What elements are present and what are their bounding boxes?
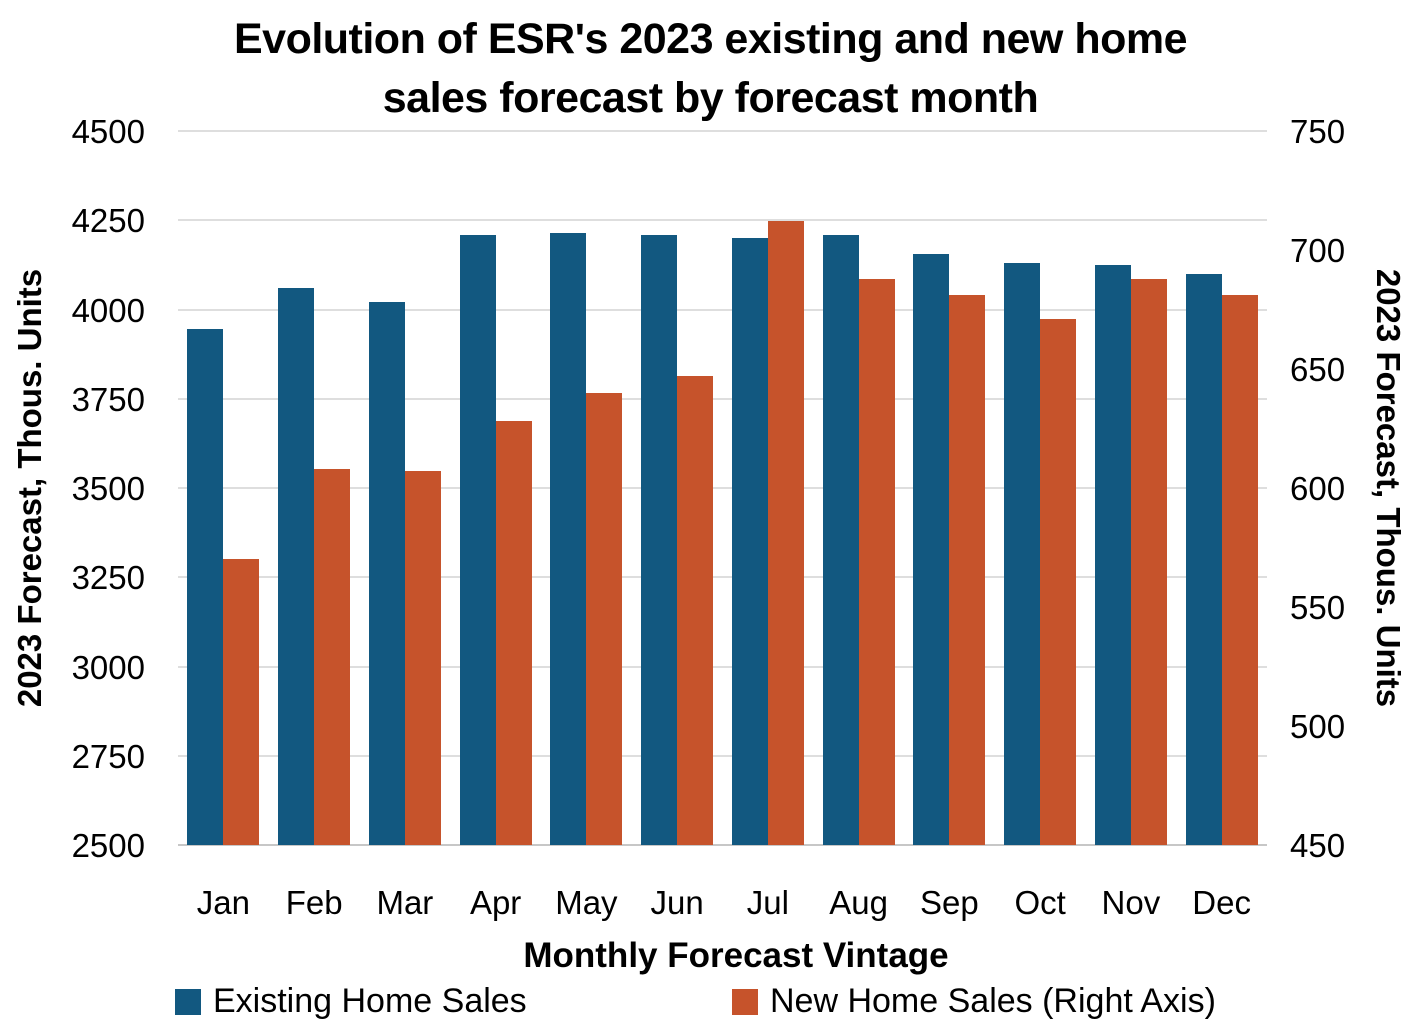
x-axis-tick-label-feb: Feb (285, 884, 343, 921)
bar-new-mar (404, 471, 441, 845)
left-axis-tick-label: 4250 (71, 202, 145, 240)
gridline (178, 487, 1267, 489)
bar-new-oct (1040, 319, 1077, 845)
left-axis-tick-label: 4000 (71, 291, 145, 329)
bar-existing-feb (278, 288, 315, 845)
chart-title-line1: Evolution of ESR's 2023 existing and new… (233, 15, 1188, 63)
bar-new-feb (314, 468, 351, 845)
legend-item-new-home-sales: New Home Sales (Right Axis) (732, 982, 1216, 1021)
bar-new-nov (1130, 278, 1167, 845)
bar-existing-sep (913, 254, 950, 845)
bar-new-may (586, 392, 623, 845)
gridline (178, 130, 1267, 132)
x-axis-tick-label-mar: Mar (376, 884, 434, 921)
x-axis-title: Monthly Forecast Vintage (523, 936, 949, 975)
x-axis-tick-label-jul: Jul (746, 884, 789, 921)
bar-existing-dec (1185, 273, 1222, 845)
legend-swatch-existing-home-sales (175, 988, 201, 1015)
bar-new-aug (858, 278, 895, 845)
right-axis-tick-label: 650 (1290, 351, 1346, 388)
bar-existing-apr (459, 234, 496, 845)
legend-swatch-new-home-sales (732, 988, 758, 1015)
right-axis-tick-label: 700 (1290, 232, 1346, 269)
left-axis-tick-label: 2500 (71, 827, 145, 864)
left-axis-tick-label: 4500 (71, 113, 145, 150)
left-axis-tick-label: 3000 (71, 648, 145, 686)
bar-new-jul (767, 221, 804, 845)
gridline (178, 219, 1267, 222)
chart-title-line2: sales forecast by forecast month (382, 74, 1039, 122)
bar-existing-mar (368, 302, 405, 845)
gridline (178, 576, 1267, 579)
left-axis-tick-label: 3750 (71, 380, 145, 418)
bar-existing-may (550, 232, 587, 845)
legend-item-existing-home-sales: Existing Home Sales (175, 982, 527, 1021)
right-axis-tick-label: 750 (1290, 113, 1346, 150)
bar-new-jun (677, 376, 714, 845)
x-axis-tick-label-apr: Apr (469, 884, 522, 921)
right-axis-tick-label: 550 (1290, 589, 1346, 626)
x-axis-tick-label-jan: Jan (196, 884, 250, 921)
bar-new-sep (949, 295, 986, 845)
right-axis-tick-label: 450 (1290, 827, 1346, 864)
bar-new-jan (223, 559, 260, 845)
right-axis-tick-label: 500 (1290, 708, 1346, 745)
x-axis-tick-label-aug: Aug (829, 884, 888, 921)
chart-title: Evolution of ESR's 2023 existing and new… (0, 10, 1421, 128)
bar-existing-jan (187, 329, 224, 845)
bar-existing-aug (822, 234, 859, 845)
x-axis-tick-label-sep: Sep (920, 884, 979, 921)
bar-existing-jul (731, 238, 768, 845)
bar-existing-jun (641, 234, 678, 845)
gridline (178, 308, 1267, 311)
x-axis-tick-label-nov: Nov (1101, 884, 1161, 921)
x-axis-tick-label-oct: Oct (1014, 884, 1066, 921)
bar-new-apr (495, 421, 532, 845)
bar-new-dec (1221, 295, 1258, 845)
legend: Existing Home Sales New Home Sales (Righ… (0, 982, 1421, 1022)
gridline (178, 754, 1267, 757)
bar-existing-nov (1094, 264, 1131, 845)
bar-existing-oct (1004, 263, 1041, 845)
x-axis-tick-label-jun: Jun (650, 884, 704, 921)
x-axis-tick-label-dec: Dec (1192, 884, 1251, 921)
x-axis-tick-label-may: May (555, 884, 618, 921)
gridline (178, 397, 1267, 400)
gridline (178, 665, 1267, 668)
gridline (178, 844, 1267, 846)
plot-area (178, 130, 1267, 846)
left-axis-tick-label: 2750 (71, 737, 145, 775)
legend-label-new-home-sales: New Home Sales (Right Axis) (770, 982, 1216, 1020)
left-axis-tick-label: 3250 (71, 559, 145, 597)
right-axis-title: 2023 Forecast, Thous. Units (1370, 268, 1407, 708)
legend-label-existing-home-sales: Existing Home Sales (213, 982, 527, 1020)
right-axis-tick-label: 600 (1290, 470, 1346, 507)
left-axis-tick-label: 3500 (71, 470, 145, 507)
